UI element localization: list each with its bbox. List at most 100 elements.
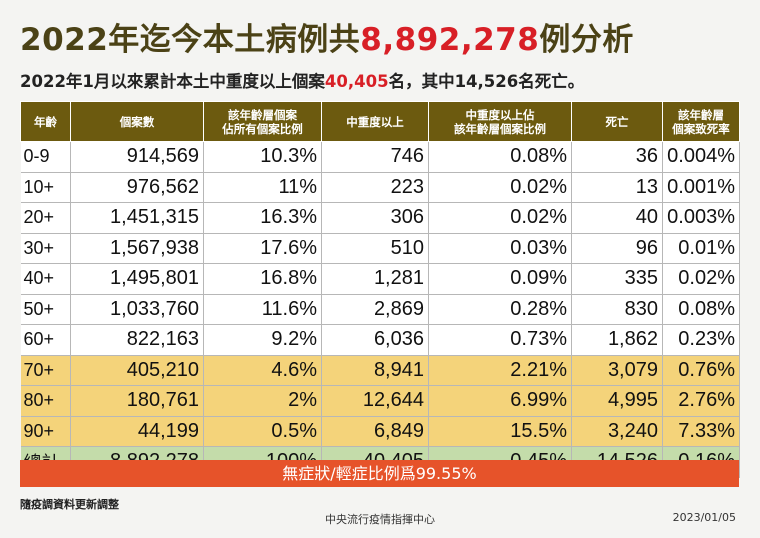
cell-cfr: 0.08% [662,294,740,325]
cell-cfr: 7.33% [662,416,740,447]
cell-cases: 1,451,315 [70,202,204,234]
header-line: 該年齡層個案 [228,107,297,122]
col-header-severe: 中重度以上 [321,101,429,142]
subtitle-prefix: 2022年1月以來累計本土中重度以上個案 [20,72,325,91]
cell-severe: 223 [321,172,429,203]
cell-cases: 180,761 [70,385,204,417]
footer-agency: 中央流行疫情指揮中心 [325,513,435,526]
cell-severe: 306 [321,202,429,234]
cell-severe: 1,281 [321,263,429,295]
header-line: 中重度以上佔 [465,107,535,122]
header-line: 該年齡層 [678,107,724,122]
cell-cfr: 0.003% [662,202,740,234]
header-line: 年齡 [34,114,57,129]
table-row: 40+ 1,495,801 16.8% 1,281 0.09% 335 0.02% [20,263,740,295]
cell-age: 50+ [20,294,71,325]
col-header-severe-rate: 中重度以上佔 該年齡層個案比例 [428,101,572,142]
cell-cfr: 0.004% [662,141,740,173]
cell-severe-rate: 0.02% [428,172,572,203]
cell-share: 4.6% [203,355,322,386]
cell-cases: 1,495,801 [70,263,204,295]
cell-age: 0-9 [20,141,71,173]
title-case-count: 8,892,278 [360,22,540,58]
cell-severe: 746 [321,141,429,173]
update-note: 隨疫調資料更新調整 [20,498,119,511]
cell-deaths: 4,995 [571,385,663,417]
cell-cfr: 2.76% [662,385,740,417]
cell-cfr: 0.001% [662,172,740,203]
cell-share: 11.6% [203,294,322,325]
subtitle: 2022年1月以來累計本土中重度以上個案40,405名，其中14,526名死亡。 [20,68,584,92]
cell-cases: 44,199 [70,416,204,447]
cell-age: 30+ [20,233,71,264]
cell-severe: 6,849 [321,416,429,447]
page-title: 2022年迄今本土病例共8,892,278例分析 [20,14,634,59]
cell-deaths: 40 [571,202,663,234]
cell-share: 0.5% [203,416,322,447]
subtitle-severe-count: 40,405 [324,72,389,91]
cell-deaths: 96 [571,233,663,264]
cell-age: 80+ [20,385,71,417]
cell-cases: 1,033,760 [70,294,204,325]
cell-cfr: 0.76% [662,355,740,386]
cell-deaths: 13 [571,172,663,203]
cell-deaths: 335 [571,263,663,295]
cell-age: 70+ [20,355,71,386]
cell-severe: 510 [321,233,429,264]
footer-date: 2023/01/05 [672,511,736,524]
cell-cfr: 0.01% [662,233,740,264]
cell-severe: 12,644 [321,385,429,417]
table-row: 10+ 976,562 11% 223 0.02% 13 0.001% [20,172,740,203]
header-line: 個案致死率 [672,121,730,136]
cell-severe: 8,941 [321,355,429,386]
cell-deaths: 3,240 [571,416,663,447]
cell-cases: 1,567,938 [70,233,204,264]
cell-share: 16.8% [203,263,322,295]
table-row: 80+ 180,761 2% 12,644 6.99% 4,995 2.76% [20,385,740,417]
table-row: 70+ 405,210 4.6% 8,941 2.21% 3,079 0.76% [20,355,740,386]
cell-deaths: 830 [571,294,663,325]
cell-severe-rate: 15.5% [428,416,572,447]
table-header-row: 年齡 個案數 該年齡層個案 佔所有個案比例 中重度以上 中重度以上佔 該年齡層個案比… [20,101,740,142]
title-prefix: 2022年迄今本土病例共 [20,22,361,58]
col-header-share: 該年齡層個案 佔所有個案比例 [203,101,322,142]
cell-share: 9.2% [203,324,322,356]
subtitle-suffix: 名，其中14,526名死亡。 [388,72,585,91]
cell-share: 16.3% [203,202,322,234]
col-header-cases: 個案數 [70,101,204,142]
header-line: 中重度以上 [346,114,404,129]
cell-deaths: 1,862 [571,324,663,356]
cell-severe-rate: 0.08% [428,141,572,173]
cell-share: 2% [203,385,322,417]
header-line: 死亡 [605,114,629,129]
cell-cfr: 0.02% [662,263,740,295]
col-header-cfr: 該年齡層 個案致死率 [662,101,740,142]
title-suffix: 例分析 [539,22,634,58]
cell-severe-rate: 0.03% [428,233,572,264]
col-header-deaths: 死亡 [571,101,663,142]
cell-deaths: 3,079 [571,355,663,386]
asymptomatic-banner: 無症狀/輕症比例爲99.55% [20,460,739,487]
cell-cases: 405,210 [70,355,204,386]
cell-share: 11% [203,172,322,203]
table-row: 50+ 1,033,760 11.6% 2,869 0.28% 830 0.08% [20,294,740,325]
table-row: 30+ 1,567,938 17.6% 510 0.03% 96 0.01% [20,233,740,264]
cell-deaths: 36 [571,141,663,173]
table-row: 20+ 1,451,315 16.3% 306 0.02% 40 0.003% [20,202,740,234]
table-row: 0-9 914,569 10.3% 746 0.08% 36 0.004% [20,141,740,173]
cell-cases: 822,163 [70,324,204,356]
age-analysis-table: 年齡 個案數 該年齡層個案 佔所有個案比例 中重度以上 中重度以上佔 該年齡層個案比… [20,101,740,478]
cell-severe-rate: 0.09% [428,263,572,295]
cell-age: 60+ [20,324,71,356]
cell-cases: 914,569 [70,141,204,173]
cell-severe-rate: 0.28% [428,294,572,325]
cell-age: 90+ [20,416,71,447]
cell-cases: 976,562 [70,172,204,203]
cell-age: 40+ [20,263,71,295]
cell-age: 20+ [20,202,71,234]
header-line: 該年齡層個案比例 [454,121,546,136]
cell-severe-rate: 0.02% [428,202,572,234]
header-line: 佔所有個案比例 [222,121,303,136]
cell-cfr: 0.23% [662,324,740,356]
cell-severe-rate: 2.21% [428,355,572,386]
